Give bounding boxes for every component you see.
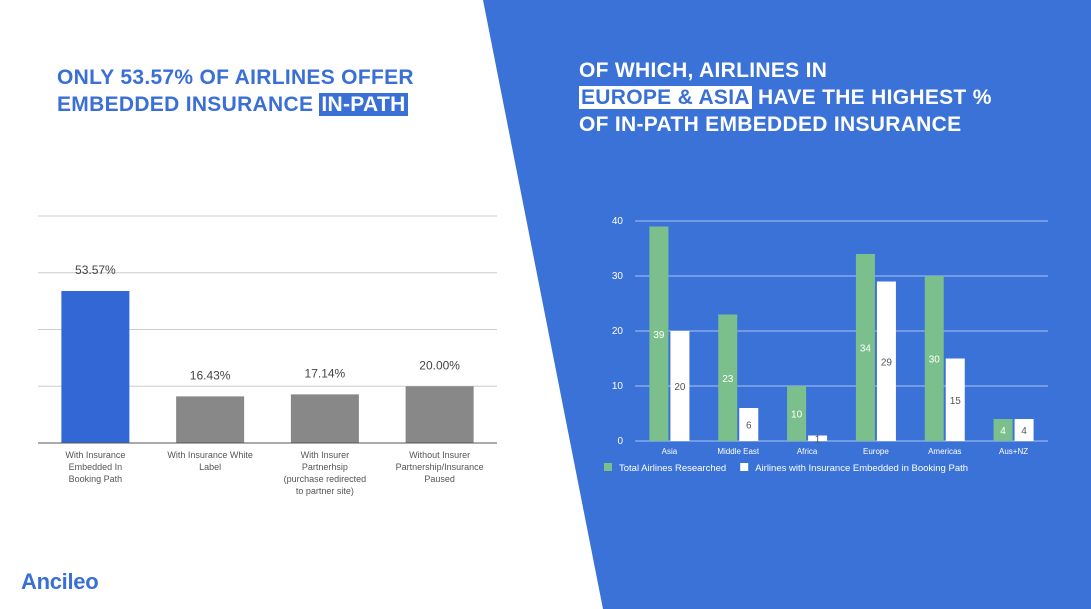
data-label: 4 [1021,426,1027,437]
data-label: 4 [1000,426,1006,437]
category-label: Partnerhsip [302,462,348,472]
category-label: Embedded In [69,462,123,472]
right-headline-line2-suffix: HAVE THE HIGHEST % [751,86,992,109]
ancileo-logo: Ancileo [21,569,99,594]
category-label: Partnership/Insurance [396,462,484,472]
bar [290,394,359,443]
region-bar-chart: 0 10 20 30 40 39 20 Asia 23 6 Middle East 10 1 Africa… [604,216,1048,474]
left-headline-highlight: IN-PATH [319,93,408,116]
data-label: 20 [674,382,686,393]
y-tick-label: 30 [612,271,624,282]
bar [405,386,474,443]
bar [176,396,245,443]
bar-total [787,386,807,441]
left-headline: ONLY 53.57% OF AIRLINES OFFER EMBEDDED I… [57,64,477,118]
bar-embedded [739,408,759,441]
legend-label: Airlines with Insurance Embedded in Book… [755,463,968,474]
offer-type-bar-chart: 53.57% With Insurance Embedded In Booking P… [38,215,497,496]
category-label: Without Insurer [409,450,470,460]
legend-swatch [740,463,749,471]
category-label: With Insurance White [167,450,253,460]
category-label: to partner site) [296,486,354,496]
category-label: With Insurer [301,450,350,460]
y-tick-label: 0 [617,436,623,447]
data-label: 20.00% [419,358,460,372]
x-tick-label: Americas [928,447,961,456]
y-tick-label: 10 [612,381,624,392]
bar-embedded [945,358,965,441]
data-label: 6 [746,421,752,432]
right-headline-line1: OF WHICH, AIRLINES IN [579,59,828,82]
data-label: 16.43% [190,368,231,382]
left-headline-line1: ONLY 53.57% OF AIRLINES OFFER [57,66,414,89]
y-tick-label: 40 [612,216,624,227]
left-headline-line2: EMBEDDED INSURANCE IN-PATH [57,91,477,118]
data-label: 17.14% [305,366,346,380]
bar-embedded [808,435,828,441]
right-headline-highlight: EUROPE & ASIA [579,86,752,109]
right-headline: OF WHICH, AIRLINES IN EUROPE & ASIA HAVE… [579,57,1059,138]
bar-embedded [1014,419,1034,441]
data-label: 23 [722,374,734,385]
bar-total [718,314,738,441]
bar-total [649,226,669,441]
data-label: 30 [929,355,941,366]
data-label: 15 [950,396,962,407]
x-tick-label: Asia [662,447,678,456]
bar-embedded [670,331,690,441]
x-tick-label: Europe [863,447,889,456]
category-label: Label [199,462,221,472]
category-label: Paused [424,474,455,484]
data-label: 39 [653,330,665,341]
x-tick-label: Aus+NZ [999,447,1028,456]
bar-total [855,254,875,441]
y-tick-label: 20 [612,326,624,337]
legend-label: Total Airlines Researched [619,463,726,474]
right-headline-line3: OF IN-PATH EMBEDDED INSURANCE [579,113,962,136]
bar-total [993,419,1013,441]
left-headline-line2-prefix: EMBEDDED INSURANCE [57,93,320,116]
legend-swatch [604,463,612,471]
bar-embedded [876,281,896,441]
category-label: With Insurance [65,450,125,460]
category-label: Booking Path [69,474,123,484]
category-label: (purchase redirected [284,474,367,484]
bar [61,290,130,443]
data-label: 34 [860,344,872,355]
x-tick-label: Africa [797,447,818,456]
right-headline-line2: EUROPE & ASIA HAVE THE HIGHEST % [579,84,1059,111]
data-label: 29 [881,357,893,368]
bar-total [924,276,944,441]
data-label: 1 [815,434,821,445]
x-tick-label: Middle East [717,447,760,456]
data-label: 53.57% [75,263,116,277]
data-label: 10 [791,410,803,421]
